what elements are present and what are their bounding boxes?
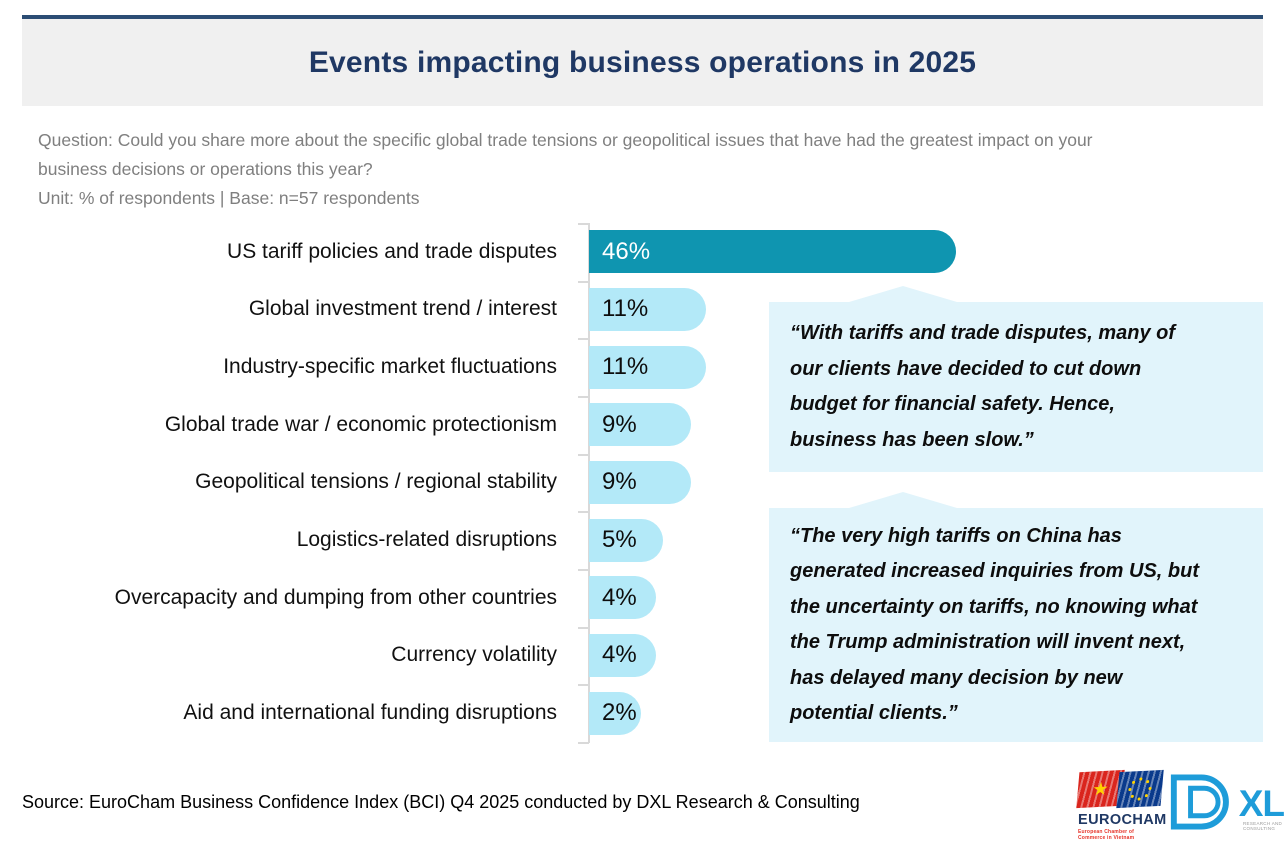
axis-tick	[578, 568, 589, 571]
quote-bubble-pointer	[849, 492, 957, 508]
bar: 11%	[589, 287, 706, 331]
axis-tick	[578, 511, 589, 514]
source-text: Source: EuroCham Business Confidence Ind…	[22, 792, 860, 812]
bar: 9%	[589, 403, 692, 447]
category-label: US tariff policies and trade disputes	[227, 239, 557, 263]
bar: 46%	[589, 230, 957, 274]
category-label: Currency volatility	[391, 643, 557, 667]
value-label: 11%	[602, 295, 649, 323]
axis-tick	[578, 626, 589, 629]
value-label: 9%	[602, 410, 637, 438]
category-label: Global investment trend / interest	[248, 297, 557, 321]
bar: 4%	[589, 576, 656, 620]
header-top-border	[22, 15, 1263, 19]
eurocham-wordmark: EUROCHAM	[1078, 812, 1167, 828]
quote-bubble-1: “With tariffs and trade disputes, many o…	[769, 286, 1263, 472]
vietnam-star-icon: ★	[1091, 778, 1110, 800]
bar-row: Geopolitical tensions / regional stabili…	[30, 454, 990, 512]
bar-chart: US tariff policies and trade disputes 46…	[30, 223, 990, 742]
bar: 2%	[589, 691, 642, 735]
value-label: 46%	[602, 237, 651, 265]
axis-tick	[578, 453, 589, 456]
eurocham-logo: ★ EUROCHAM European Chamber of Commerce …	[1076, 769, 1167, 841]
quote-text-1: “With tariffs and trade disputes, many o…	[790, 322, 1176, 451]
bar-row: Aid and international funding disruption…	[30, 684, 990, 742]
value-label: 9%	[602, 468, 637, 496]
value-label: 5%	[602, 526, 637, 554]
bar: 9%	[589, 460, 692, 504]
category-label: Geopolitical tensions / regional stabili…	[195, 470, 557, 494]
question-text: Question: Could you share more about the…	[38, 130, 1093, 208]
eurocham-tagline: European Chamber of Commerce in Vietnam	[1078, 829, 1135, 841]
bar: 11%	[589, 345, 706, 389]
bar-row: Currency volatility 4%	[30, 627, 990, 685]
bar-row: Logistics-related disruptions 5%	[30, 511, 990, 569]
bar-row: Global investment trend / interest 11%	[30, 281, 990, 339]
bar: 5%	[589, 518, 663, 562]
header-band: Events impacting business operations in …	[22, 19, 1263, 106]
quote-bubble-pointer	[849, 286, 957, 302]
eu-flag-icon	[1116, 769, 1164, 809]
bar-row: Global trade war / economic protectionis…	[30, 396, 990, 454]
axis-tick	[578, 338, 589, 341]
value-label: 2%	[602, 699, 637, 727]
category-label: Aid and international funding disruption…	[183, 701, 557, 725]
eurocham-flags-icon: ★	[1076, 769, 1164, 810]
page-title: Events impacting business operations in …	[308, 45, 977, 79]
category-label: Logistics-related disruptions	[296, 528, 557, 552]
dxl-logo: XL RESEARCH AND CONSULTING	[1164, 772, 1285, 834]
value-label: 4%	[602, 583, 637, 611]
bar-row: Overcapacity and dumping from other coun…	[30, 569, 990, 627]
bar-row: Industry-specific market fluctuations 11…	[30, 338, 990, 396]
quote-text-2: “The very high tariffs on China has gene…	[790, 524, 1199, 725]
axis-tick	[578, 280, 589, 283]
bar: 4%	[589, 633, 656, 677]
category-label: Overcapacity and dumping from other coun…	[114, 585, 557, 609]
axis-tick	[578, 684, 589, 687]
value-label: 4%	[602, 641, 637, 669]
category-label: Industry-specific market fluctuations	[223, 355, 557, 379]
dxl-sub-text: RESEARCH AND CONSULTING	[1243, 821, 1283, 831]
axis-tick	[578, 395, 589, 398]
value-label: 11%	[602, 353, 649, 381]
bar-row: US tariff policies and trade disputes 46…	[30, 223, 990, 281]
category-label: Global trade war / economic protectionis…	[164, 412, 557, 436]
eu-stars-icon	[1128, 777, 1152, 801]
quote-bubble-2: “The very high tariffs on China has gene…	[769, 492, 1263, 742]
dxl-xl-wordmark: XL	[1238, 783, 1285, 824]
dxl-d-icon	[1170, 774, 1229, 830]
axis-tick	[578, 223, 589, 225]
axis-tick	[578, 741, 589, 744]
